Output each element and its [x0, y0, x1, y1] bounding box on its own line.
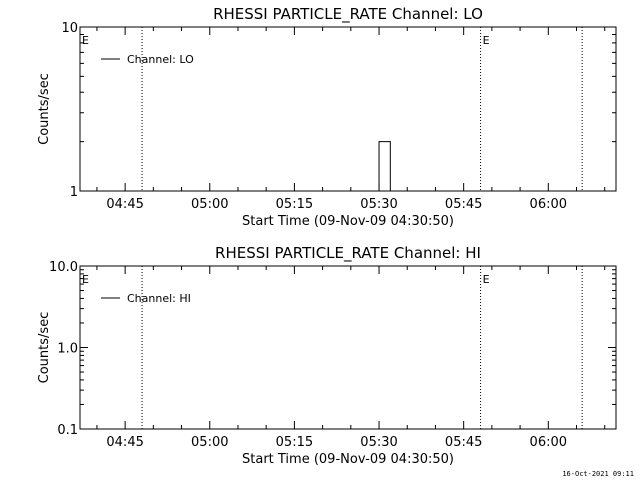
plot-frame [79, 26, 617, 192]
x-axis-label: Start Time (09-Nov-09 04:30:50) [242, 214, 454, 229]
y-tick-label: 10.0 [49, 260, 78, 275]
chart-title: RHESSI PARTICLE_RATE Channel: LO [213, 5, 483, 24]
plot-frame [79, 265, 617, 430]
chart-panel-1: RHESSI PARTICLE_RATE Channel: LO 1 10 Count… [37, 5, 617, 229]
x-tick-label: 06:00 [530, 197, 567, 212]
x-tick-label: 05:45 [445, 197, 482, 212]
x-tick-label: 05:15 [276, 435, 313, 450]
chart-title: RHESSI PARTICLE_RATE Channel: HI [215, 244, 481, 263]
x-tick-label: 05:15 [276, 197, 313, 212]
y-tick-label: 1.0 [57, 342, 78, 357]
x-tick-label: 05:30 [360, 435, 397, 450]
legend-label: Channel: HI [127, 292, 191, 305]
x-axis-label: Start Time (09-Nov-09 04:30:50) [242, 452, 454, 467]
y-tick-label: 0.1 [57, 423, 78, 438]
y-tick-label: 10 [61, 21, 78, 36]
footer-timestamp: 16-Oct-2021 09:11 [562, 470, 634, 478]
x-tick-label: 04:45 [106, 435, 143, 450]
event-marker: E [82, 273, 89, 286]
x-tick-label: 05:00 [191, 435, 228, 450]
chart-panel-2: RHESSI PARTICLE_RATE Channel: HI 0.1 1.0 10… [37, 244, 617, 467]
x-tick-label: 06:00 [530, 435, 567, 450]
legend-label: Channel: LO [127, 53, 194, 66]
x-tick-label: 05:30 [360, 197, 397, 212]
event-marker: E [82, 34, 89, 47]
event-marker: E [483, 273, 490, 286]
x-tick-label: 05:00 [191, 197, 228, 212]
x-tick-label: 04:45 [106, 197, 143, 212]
y-axis-label: Counts/sec [37, 73, 52, 145]
y-tick-label: 1 [70, 185, 78, 200]
event-marker: E [483, 34, 490, 47]
y-axis-label: Counts/sec [37, 312, 52, 384]
series-line [378, 141, 391, 191]
x-tick-label: 05:45 [445, 435, 482, 450]
